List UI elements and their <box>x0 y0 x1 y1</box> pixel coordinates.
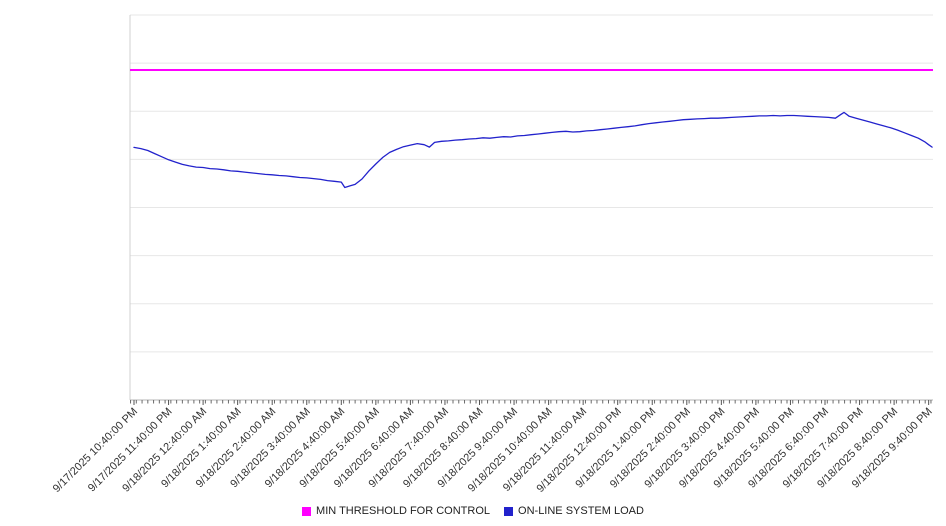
gridlines <box>130 14 933 401</box>
chart-plot-area: 9/17/2025 10:40:00 PM9/17/2025 11:40:00 … <box>51 14 935 495</box>
x-axis-labels: 9/17/2025 10:40:00 PM9/17/2025 11:40:00 … <box>51 406 935 495</box>
min-threshold-legend-label: MIN THRESHOLD FOR CONTROL <box>316 505 491 517</box>
online-system-load-line <box>133 111 933 189</box>
legend-item-min-threshold[interactable]: MIN THRESHOLD FOR CONTROL <box>302 505 490 517</box>
online-load-legend-swatch <box>504 506 514 516</box>
x-axis-ticks <box>130 400 932 405</box>
min-threshold-legend-swatch <box>302 506 312 516</box>
online-load-legend-label: ON-LINE SYSTEM LOAD <box>518 505 644 517</box>
chart-legend: MIN THRESHOLD FOR CONTROL ON-LINE SYSTEM… <box>0 502 946 520</box>
legend-item-online-load[interactable]: ON-LINE SYSTEM LOAD <box>504 505 644 517</box>
